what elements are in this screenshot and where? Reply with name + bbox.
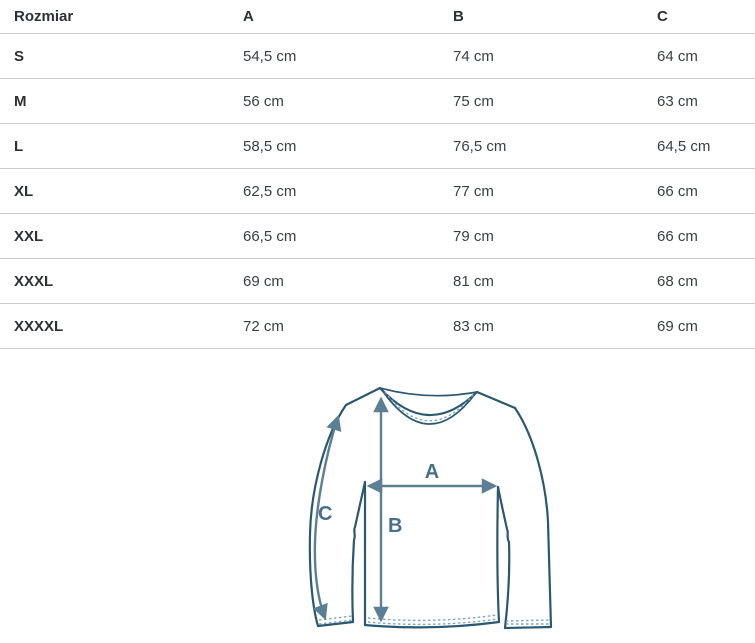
table-row: S 54,5 cm 74 cm 64 cm — [0, 33, 755, 79]
header-row: Rozmiar A B C — [0, 0, 755, 34]
col-header-rozmiar: Rozmiar — [0, 0, 229, 34]
col-header-a: A — [229, 0, 439, 34]
value-c: 63 cm — [643, 78, 755, 124]
value-b: 81 cm — [439, 258, 643, 304]
size-label: M — [0, 78, 229, 124]
table-row: XXXXL 72 cm 83 cm 69 cm — [0, 303, 755, 349]
arrow-c — [313, 414, 342, 621]
value-a: 66,5 cm — [229, 213, 439, 259]
value-b: 77 cm — [439, 168, 643, 214]
value-b: 76,5 cm — [439, 123, 643, 169]
size-label: XXXXL — [0, 303, 229, 349]
value-a: 54,5 cm — [229, 33, 439, 79]
shirt-outline — [308, 386, 553, 630]
size-table: Rozmiar A B C S 54,5 cm 74 cm 64 cm M 56… — [0, 0, 755, 349]
size-table-header: Rozmiar A B C — [0, 0, 755, 34]
table-row: L 58,5 cm 76,5 cm 64,5 cm — [0, 123, 755, 169]
table-row: XXL 66,5 cm 79 cm 66 cm — [0, 213, 755, 259]
table-row: XL 62,5 cm 77 cm 66 cm — [0, 168, 755, 214]
value-a: 69 cm — [229, 258, 439, 304]
value-a: 72 cm — [229, 303, 439, 349]
measurement-arrows — [313, 396, 498, 623]
value-c: 64,5 cm — [643, 123, 755, 169]
shirt-measurement-diagram: A B C — [298, 372, 560, 643]
value-b: 75 cm — [439, 78, 643, 124]
table-row: M 56 cm 75 cm 63 cm — [0, 78, 755, 124]
value-c: 69 cm — [643, 303, 755, 349]
diagram-label-c: C — [318, 503, 332, 525]
value-b: 74 cm — [439, 33, 643, 79]
value-c: 66 cm — [643, 168, 755, 214]
long-sleeve-shirt-icon: A B C — [308, 386, 553, 630]
value-c: 66 cm — [643, 213, 755, 259]
diagram-label-b: B — [388, 515, 402, 537]
value-a: 62,5 cm — [229, 168, 439, 214]
value-b: 83 cm — [439, 303, 643, 349]
col-header-b: B — [439, 0, 643, 34]
value-a: 56 cm — [229, 78, 439, 124]
size-label: XXL — [0, 213, 229, 259]
diagram-label-a: A — [425, 461, 439, 483]
value-b: 79 cm — [439, 213, 643, 259]
value-c: 64 cm — [643, 33, 755, 79]
value-a: 58,5 cm — [229, 123, 439, 169]
value-c: 68 cm — [643, 258, 755, 304]
size-label: S — [0, 33, 229, 79]
col-header-c: C — [643, 0, 755, 34]
size-label: L — [0, 123, 229, 169]
table-row: XXXL 69 cm 81 cm 68 cm — [0, 258, 755, 304]
size-label: XXXL — [0, 258, 229, 304]
size-label: XL — [0, 168, 229, 214]
